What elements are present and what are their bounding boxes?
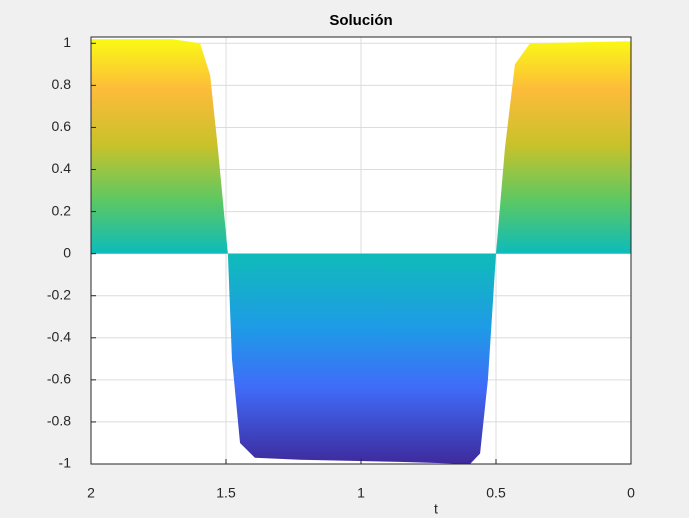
area: [91, 39, 631, 464]
x-tick-label: 0.5: [486, 485, 506, 501]
marks: [91, 39, 631, 464]
y-tick-label: -0.6: [47, 371, 71, 387]
y-tick-label: 0.8: [52, 76, 72, 92]
x-tick-label: 1: [357, 485, 365, 501]
y-tick-label: -0.4: [47, 328, 71, 344]
x-tick-label: 2: [87, 485, 95, 501]
y-tick-label: -0.2: [47, 286, 71, 302]
x-tick-label: 0: [627, 485, 635, 501]
x-axis-label: t: [434, 501, 438, 517]
y-tick-label: 0.4: [52, 160, 72, 176]
x-tick-label: 1.5: [216, 485, 236, 501]
y-tick-label: -0.8: [47, 413, 71, 429]
chart-title: Solución: [329, 12, 392, 29]
y-tick-label: 0: [63, 244, 71, 260]
y-tick-label: -1: [59, 455, 72, 471]
y-tick-label: 1: [63, 34, 71, 50]
y-tick-label: 0.2: [52, 202, 72, 218]
y-tick-label: 0.6: [52, 118, 72, 134]
